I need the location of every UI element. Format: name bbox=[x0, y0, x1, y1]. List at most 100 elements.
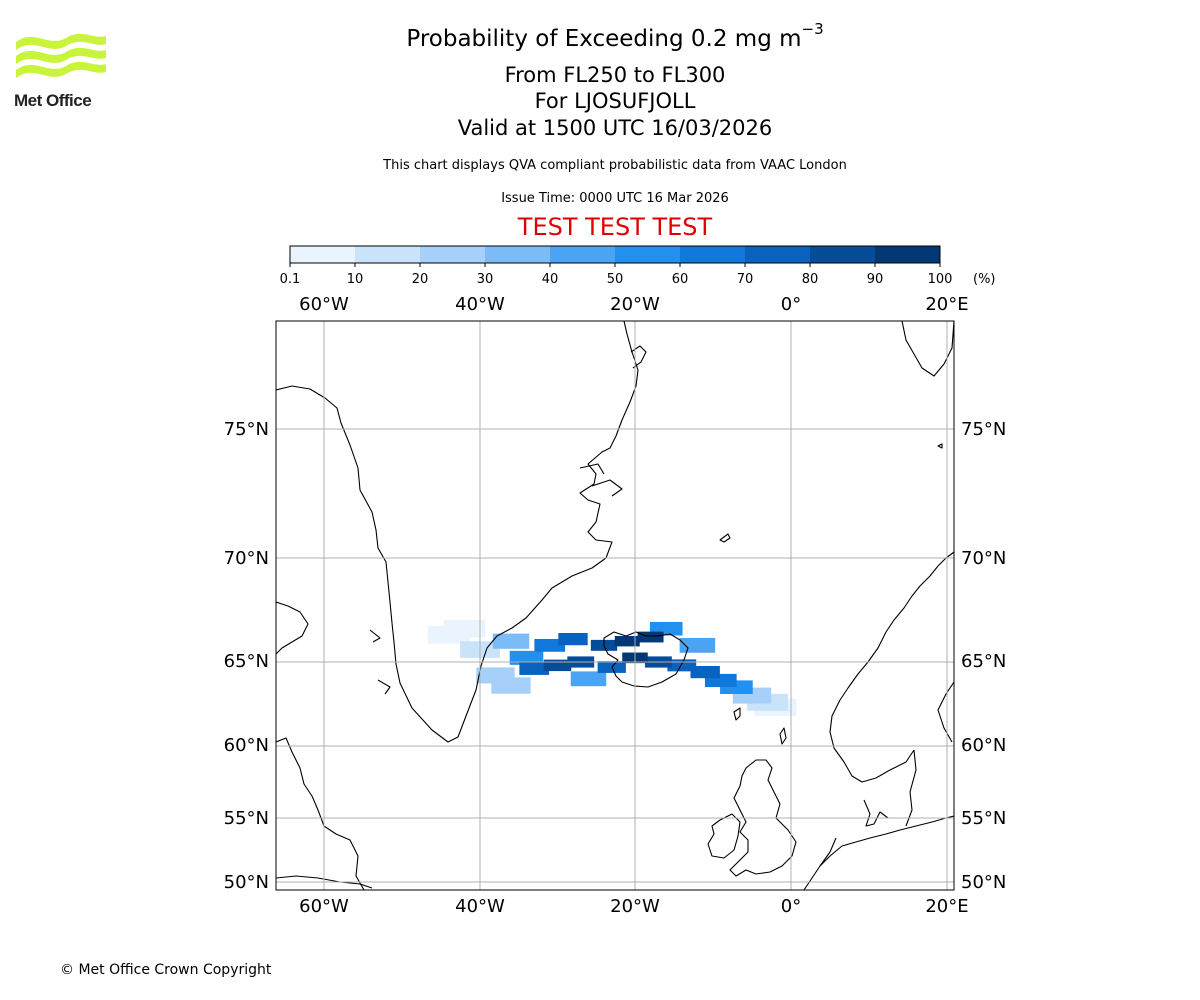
colorbar-tick-label: 80 bbox=[802, 272, 819, 287]
volcano-name: For LJOSUFJOLL bbox=[534, 89, 696, 113]
plume-cell bbox=[679, 637, 716, 653]
plume-cell bbox=[443, 620, 486, 638]
flight-level-range: From FL250 to FL300 bbox=[504, 63, 726, 87]
coastline-baltic bbox=[905, 749, 917, 827]
colorbar-tick-label: 90 bbox=[867, 272, 884, 287]
lat-label-left: 75°N bbox=[224, 419, 269, 440]
met-office-logo-waves bbox=[16, 33, 106, 78]
lon-label-bottom: 60°W bbox=[299, 896, 349, 917]
coastline-greenland-fjord-3 bbox=[591, 479, 623, 497]
coastline-faroe bbox=[733, 707, 741, 721]
lon-labels-top: 60°W 40°W 20°W 0° 20°E bbox=[299, 294, 968, 315]
coastline-great-britain bbox=[729, 759, 797, 877]
colorbar-cell bbox=[485, 246, 551, 263]
graticule bbox=[276, 321, 954, 890]
plume-cell bbox=[476, 667, 515, 684]
plume-cell bbox=[614, 636, 640, 647]
coastline-svalbard bbox=[901, 321, 954, 377]
colorbar-tick-label: 20 bbox=[412, 272, 429, 287]
colorbar-cell bbox=[420, 246, 486, 263]
coastline-shetland bbox=[779, 727, 787, 745]
map-figure: 60°W 40°W 20°W 0° 20°E 60°W 40°W 20°W 0°… bbox=[224, 294, 1007, 917]
lat-label-right: 50°N bbox=[961, 872, 1006, 893]
colorbar-tick-label: 50 bbox=[607, 272, 624, 287]
coastline-greenland-fjord-2 bbox=[369, 629, 381, 643]
plume-cell bbox=[492, 633, 530, 649]
met-office-logo: Met Office bbox=[14, 30, 109, 112]
coastline-canada-lower bbox=[276, 875, 373, 889]
chart-title-main: Probability of Exceeding 0.2 mg m bbox=[406, 26, 802, 52]
lat-labels-right: 75°N 70°N 65°N 60°N 55°N 50°N bbox=[961, 419, 1006, 893]
lon-label-top: 20°E bbox=[925, 294, 968, 315]
lon-label-top: 0° bbox=[781, 294, 801, 315]
lat-label-left: 70°N bbox=[224, 548, 269, 569]
lon-label-bottom: 0° bbox=[781, 896, 801, 917]
colorbar-cell bbox=[290, 246, 356, 263]
copyright-notice: © Met Office Crown Copyright bbox=[60, 962, 272, 978]
test-banner: TEST TEST TEST bbox=[517, 213, 713, 241]
colorbar-tick-label: 60 bbox=[672, 272, 689, 287]
colorbar-tick-label: 10 bbox=[347, 272, 364, 287]
colorbar: 0.1 10 20 30 40 50 60 70 80 90 100 (%) bbox=[280, 245, 996, 287]
coastlines bbox=[276, 321, 954, 890]
lon-label-bottom: 40°W bbox=[455, 896, 505, 917]
lat-label-left: 60°N bbox=[224, 735, 269, 756]
colorbar-cell bbox=[355, 246, 421, 263]
colorbar-cell bbox=[550, 246, 616, 263]
plume-cell bbox=[509, 650, 544, 665]
coastline-greenland-fjord-1 bbox=[377, 679, 391, 695]
coastline-labrador bbox=[276, 737, 365, 890]
coastline-greenland-fjord-4 bbox=[579, 463, 605, 475]
colorbar-unit: (%) bbox=[973, 272, 996, 287]
lat-labels-left: 75°N 70°N 65°N 60°N 55°N 50°N bbox=[224, 419, 269, 893]
coastline-greenland bbox=[276, 321, 639, 743]
lat-label-right: 55°N bbox=[961, 808, 1006, 829]
lat-label-right: 70°N bbox=[961, 548, 1006, 569]
colorbar-cell bbox=[680, 246, 746, 263]
coastline-denmark bbox=[863, 799, 889, 827]
colorbar-tick-label: 70 bbox=[737, 272, 754, 287]
plume-cell bbox=[519, 662, 550, 675]
plume-cell bbox=[558, 633, 588, 646]
colorbar-tick-label: 0.1 bbox=[280, 272, 301, 287]
lon-label-top: 40°W bbox=[455, 294, 505, 315]
colorbar-cell bbox=[745, 246, 811, 263]
map-background bbox=[276, 321, 954, 890]
coastline-bear-island bbox=[937, 443, 943, 449]
coastline-greenland-inlet-north bbox=[630, 345, 647, 369]
lon-label-bottom: 20°W bbox=[610, 896, 660, 917]
lat-label-right: 65°N bbox=[961, 651, 1006, 672]
lat-label-left: 55°N bbox=[224, 808, 269, 829]
colorbar-tick-label: 30 bbox=[477, 272, 494, 287]
plume-cell bbox=[690, 665, 720, 679]
plume-cell bbox=[570, 671, 607, 687]
colorbar-cell bbox=[615, 246, 681, 263]
lon-label-top: 20°W bbox=[610, 294, 660, 315]
colorbar-tick-label: 100 bbox=[928, 272, 953, 287]
map-frame bbox=[275, 320, 955, 891]
disclaimer-text: This chart displays QVA compliant probab… bbox=[383, 158, 847, 173]
coastline-netherlands bbox=[819, 837, 837, 867]
lat-label-right: 60°N bbox=[961, 735, 1006, 756]
lat-label-left: 65°N bbox=[224, 651, 269, 672]
lat-label-left: 50°N bbox=[224, 872, 269, 893]
valid-time: Valid at 1500 UTC 16/03/2026 bbox=[457, 116, 773, 140]
lon-label-bottom: 20°E bbox=[925, 896, 968, 917]
chart-title: Probability of Exceeding 0.2 mg m−3 bbox=[0, 22, 1200, 52]
met-office-logo-text: Met Office bbox=[14, 91, 92, 110]
coastline-norway bbox=[829, 551, 954, 783]
lat-label-right: 75°N bbox=[961, 419, 1006, 440]
colorbar-cell bbox=[810, 246, 876, 263]
colorbar-cell bbox=[875, 246, 941, 263]
colorbar-tick-label: 40 bbox=[542, 272, 559, 287]
plume-cell bbox=[637, 631, 664, 643]
lon-label-top: 60°W bbox=[299, 294, 349, 315]
coastline-jan-mayen bbox=[719, 533, 731, 543]
issue-time: Issue Time: 0000 UTC 16 Mar 2026 bbox=[501, 191, 729, 206]
chart-title-exponent: −3 bbox=[801, 20, 824, 39]
lon-labels-bottom: 60°W 40°W 20°W 0° 20°E bbox=[299, 896, 968, 917]
plume-cell bbox=[543, 659, 572, 672]
plume-cell bbox=[534, 638, 566, 652]
coastline-baffin-island bbox=[276, 601, 309, 655]
coastline-ireland bbox=[707, 813, 741, 859]
